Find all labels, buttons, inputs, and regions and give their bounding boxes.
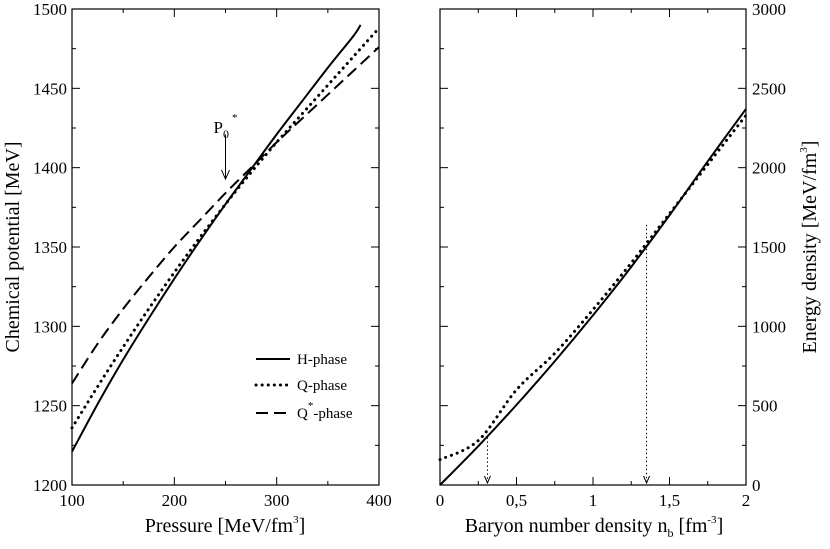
left-y-tick-label: 1300 — [33, 317, 67, 336]
right-x-axis-label: Baryon number density nb [fm-3] — [465, 514, 723, 540]
left-xlabel-sup: 3 — [293, 514, 299, 526]
right-x-tick-label: 2 — [742, 491, 751, 510]
right-y-tick-label: 3000 — [752, 0, 786, 19]
left-y-tick-label: 1500 — [33, 0, 67, 19]
right-plot-frame — [439, 8, 747, 486]
right-ylabel-main: Energy density [MeV/fm — [799, 152, 821, 353]
right-ylabel-end: ] — [799, 141, 821, 148]
legend-entry-q-phase: Q-phase — [254, 378, 347, 394]
left-ticks: 100 200 300 400 1200 1250 1300 1350 1400 1450 1500 — [33, 0, 392, 510]
right-x-tick-label: 0 — [436, 491, 445, 510]
left-x-tick-label: 200 — [162, 491, 188, 510]
right-xlabel-main: Baryon number density n — [465, 515, 668, 537]
legend-entry-qstar-phase: Q*-phase — [256, 400, 353, 422]
legend-label-q-phase: Q-phase — [297, 378, 347, 394]
right-series-h-phase — [439, 108, 747, 486]
legend-qstar-main: Q — [297, 406, 308, 422]
legend-qstar-end: -phase — [313, 406, 352, 422]
left-series-qstar-phase — [71, 46, 380, 384]
right-y-tick-label: 1000 — [752, 317, 786, 336]
left-y-tick-label: 1200 — [33, 476, 67, 495]
p0-star-label: P0* — [214, 112, 238, 141]
left-series-h-phase — [71, 24, 362, 453]
left-x-tick-label: 100 — [59, 491, 85, 510]
right-xlabel-sup: -3 — [707, 514, 717, 526]
legend-label-h-phase: H-phase — [297, 352, 347, 368]
p0-star-arrowhead — [221, 169, 230, 181]
right-xlabel-sub: b — [668, 526, 674, 540]
legend-label-qstar-phase: Q*-phase — [297, 400, 353, 422]
left-x-tick-label: 400 — [366, 491, 392, 510]
left-y-tick-label: 1400 — [33, 159, 67, 178]
legend: H-phase Q-phase Q*-phase — [254, 352, 353, 422]
right-ylabel-sup: 3 — [798, 147, 810, 153]
left-series-q-phase — [70, 26, 381, 430]
p0-label-sup: * — [232, 112, 238, 124]
left-xlabel-end: ] — [299, 515, 306, 537]
p0-label-main: P — [214, 118, 223, 137]
right-y-tick-label: 2000 — [752, 159, 786, 178]
right-xlabel-mid: [fm — [674, 515, 708, 537]
p0-star-annotation: P0* — [214, 112, 238, 181]
right-series-q-phase — [438, 113, 748, 462]
right-x-tick-label: 1 — [589, 491, 598, 510]
p0-label-sub: 0 — [223, 127, 229, 141]
left-x-tick-label: 300 — [264, 491, 290, 510]
right-x-tick-label: 1,5 — [659, 491, 680, 510]
left-series — [70, 24, 381, 453]
right-y-tick-label: 2500 — [752, 79, 786, 98]
right-marker-arrowhead-1 — [483, 475, 491, 485]
right-series — [438, 108, 748, 486]
legend-qstar-sup: * — [308, 400, 314, 412]
right-markers — [483, 224, 651, 485]
left-panel: 100 200 300 400 1200 1250 1300 1350 1400 1450 1500… — [2, 0, 392, 537]
right-y-tick-label: 1500 — [752, 238, 786, 257]
right-y-tick-label: 0 — [752, 476, 761, 495]
left-y-tick-label: 1250 — [33, 397, 67, 416]
left-xlabel-main: Pressure [MeV/fm — [145, 515, 294, 537]
right-x-tick-label: 0,5 — [506, 491, 527, 510]
right-marker-arrowhead-2 — [643, 475, 651, 485]
left-y-tick-label: 1350 — [33, 238, 67, 257]
right-y-tick-label: 500 — [752, 397, 778, 416]
legend-entry-h-phase: H-phase — [256, 352, 347, 368]
right-xlabel-end: ] — [717, 515, 724, 537]
left-y-tick-label: 1450 — [33, 79, 67, 98]
left-x-axis-label: Pressure [MeV/fm3] — [145, 514, 305, 537]
left-y-axis-label: Chemical potential [MeV] — [2, 141, 24, 352]
right-y-axis-label: Energy density [MeV/fm3] — [798, 141, 821, 354]
